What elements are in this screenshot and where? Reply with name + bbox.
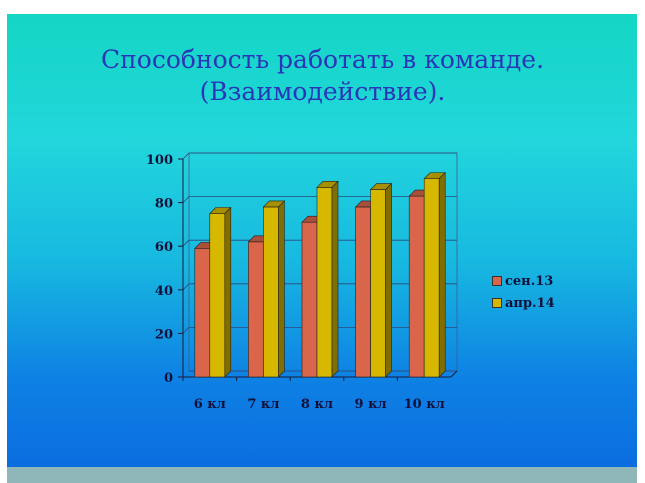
bar	[263, 206, 279, 378]
title-line-1: Способность работать в команде.	[100, 45, 545, 74]
x-tick-label: 7 кл	[247, 397, 279, 412]
bar-side	[385, 182, 392, 378]
bar	[355, 206, 371, 378]
y-tick-label: 80	[155, 197, 173, 212]
bar	[209, 213, 226, 378]
bar-side	[331, 180, 339, 378]
slide-footer-band	[7, 467, 637, 483]
y-tick-label: 20	[155, 327, 173, 342]
x-tick-label: 8 кл	[301, 397, 333, 412]
bar	[316, 187, 333, 378]
x-axis-depth	[450, 370, 458, 378]
bar-side	[224, 206, 232, 378]
x-tick-label: 9 кл	[355, 397, 387, 412]
chart-legend: сен.13 апр.14	[492, 270, 555, 314]
legend-label-series-2: апр.14	[505, 295, 555, 311]
legend-item-series-2: апр.14	[492, 292, 555, 314]
bar	[370, 189, 386, 378]
legend-item-series-1: сен.13	[492, 270, 555, 292]
bar	[248, 241, 264, 378]
gridline-depth	[182, 239, 190, 247]
gridline-depth	[182, 327, 190, 334]
y-tick-label: 0	[164, 371, 173, 386]
bar-side	[278, 200, 285, 378]
bar	[194, 248, 211, 378]
x-tick-label: 10 кл	[404, 397, 445, 412]
gridline-depth	[182, 152, 190, 160]
gridline-depth	[182, 196, 190, 203]
bar	[301, 221, 318, 378]
y-tick-label: 40	[155, 284, 173, 299]
bar-side	[438, 171, 446, 378]
bar	[423, 178, 440, 378]
title-line-2: (Взаимодействие).	[199, 77, 446, 106]
legend-swatch-series-1	[492, 276, 502, 286]
y-tick-label: 100	[146, 153, 173, 168]
legend-label-series-1: сен.13	[505, 273, 554, 289]
gridline-depth	[182, 283, 190, 291]
legend-swatch-series-2	[492, 298, 502, 308]
x-tick-label: 6 кл	[194, 397, 226, 412]
bar	[408, 195, 425, 378]
slide-title: Способность работать в команде. (Взаимод…	[0, 44, 645, 108]
y-tick-label: 60	[155, 240, 173, 255]
